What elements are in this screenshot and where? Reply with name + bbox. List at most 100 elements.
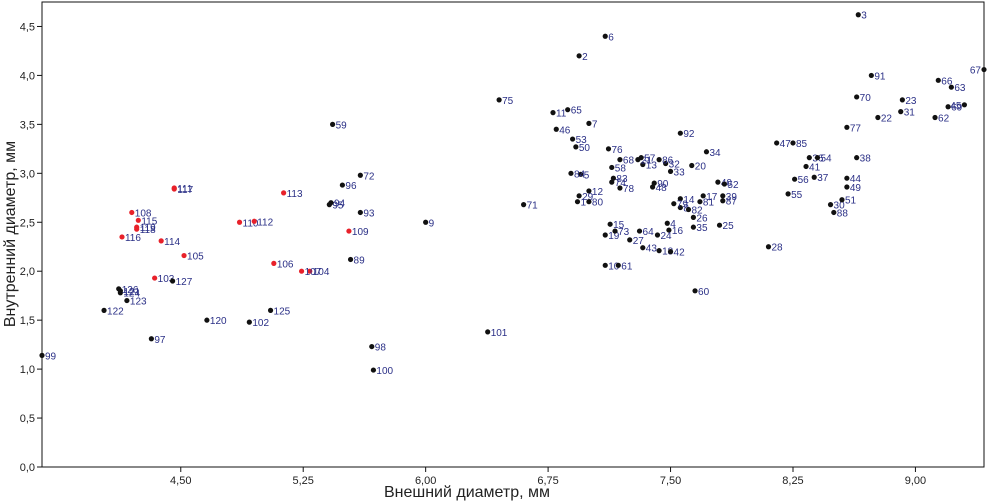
data-point-label: 5	[584, 170, 590, 181]
data-point	[339, 182, 345, 188]
y-axis-title: Внутренний диаметр, мм	[2, 141, 19, 327]
data-point	[640, 161, 646, 168]
data-point-label: 72	[363, 171, 375, 182]
data-point-label: 48	[656, 183, 668, 194]
y-tick-label: 1,0	[20, 364, 35, 376]
data-point	[806, 155, 812, 161]
data-point	[690, 214, 697, 220]
x-tick-label: 6,00	[415, 475, 436, 487]
data-point-label: 30	[834, 201, 846, 212]
data-point	[148, 336, 154, 342]
data-point	[129, 209, 135, 216]
data-point	[602, 33, 608, 39]
data-point	[170, 278, 176, 284]
data-point	[573, 144, 579, 150]
y-tick-label: 0,0	[20, 462, 35, 474]
data-point-label: 52	[727, 180, 739, 191]
data-point-label: 26	[696, 213, 708, 224]
data-point-label: 47	[780, 139, 792, 150]
data-point	[357, 172, 363, 178]
data-point	[152, 275, 158, 281]
data-point-label: 63	[954, 83, 966, 94]
data-point	[715, 179, 721, 185]
data-point-label: 16	[672, 226, 684, 237]
data-point	[576, 193, 582, 199]
data-point-label: 117	[177, 185, 193, 196]
data-point-label: 29	[582, 192, 594, 203]
y-axis: 0,0 0,5 1,0 1,5 2,0 2,5 3,0 3,5 4,0 4,5	[20, 21, 42, 474]
data-point	[117, 290, 123, 296]
data-point-label: 70	[860, 93, 872, 104]
data-point	[124, 297, 130, 304]
data-point-label: 25	[723, 221, 735, 232]
data-point-label: 9	[429, 218, 435, 229]
data-point	[898, 109, 904, 115]
data-point-label: 31	[904, 108, 916, 119]
data-point-label: 97	[154, 335, 166, 346]
data-point	[617, 185, 623, 191]
data-point-label: 44	[850, 174, 862, 185]
data-point-label: 68	[623, 156, 635, 167]
data-point	[721, 181, 728, 187]
data-point	[347, 256, 354, 263]
data-point-label: 43	[646, 244, 658, 255]
data-point	[627, 237, 633, 243]
data-point	[609, 164, 615, 171]
data-point-label: 13	[646, 161, 658, 172]
data-point	[636, 228, 643, 234]
y-tick-label: 4,0	[20, 70, 35, 82]
data-point-label: 28	[771, 243, 783, 254]
data-point-label: 7	[592, 119, 598, 130]
data-point	[612, 228, 618, 234]
data-point	[677, 204, 683, 211]
data-point	[685, 206, 692, 213]
data-point	[615, 262, 621, 268]
data-point-label: 11	[556, 109, 567, 120]
data-point	[369, 343, 375, 350]
data-point-label: 10	[608, 261, 620, 272]
data-point-label: 114	[164, 237, 180, 248]
data-point-label: 58	[615, 163, 627, 174]
data-point	[550, 110, 556, 116]
data-point-label: 109	[352, 227, 369, 238]
data-point-label: 21	[641, 156, 653, 167]
data-point	[568, 170, 574, 176]
data-point-label: 67	[970, 66, 982, 77]
x-tick-label: 4,50	[170, 475, 191, 487]
data-point-label: 66	[941, 76, 953, 87]
data-point	[496, 97, 502, 103]
data-point	[329, 121, 336, 127]
data-point-label: 115	[141, 216, 157, 227]
data-point-label: 100	[376, 366, 393, 377]
data-point-label: 121	[123, 287, 140, 298]
data-point-label: 14	[683, 195, 695, 206]
data-point-label: 18	[662, 247, 674, 258]
data-point-label: 126	[122, 285, 139, 296]
data-point	[875, 114, 881, 121]
data-point	[605, 146, 612, 152]
data-point	[854, 94, 860, 100]
data-point-label: 53	[576, 135, 588, 146]
data-point	[181, 252, 187, 259]
y-tick-label: 4,5	[20, 21, 35, 33]
data-point-label: 23	[905, 96, 917, 107]
data-point	[521, 202, 527, 208]
data-point-label: 60	[698, 287, 710, 298]
data-point-label: 95	[332, 201, 344, 212]
data-point	[485, 329, 491, 335]
data-point	[935, 77, 941, 83]
data-point-label: 81	[703, 198, 715, 209]
data-point	[267, 307, 274, 313]
data-point	[246, 319, 252, 325]
y-tick-label: 2,0	[20, 266, 35, 278]
data-point-label: 78	[623, 184, 635, 195]
data-point	[602, 262, 608, 268]
data-point	[651, 180, 657, 186]
data-point	[281, 190, 287, 196]
data-point	[663, 160, 669, 167]
data-point-label: 84	[574, 169, 586, 180]
data-point	[948, 84, 954, 90]
plot-frame	[41, 1, 985, 468]
data-point	[716, 222, 723, 228]
